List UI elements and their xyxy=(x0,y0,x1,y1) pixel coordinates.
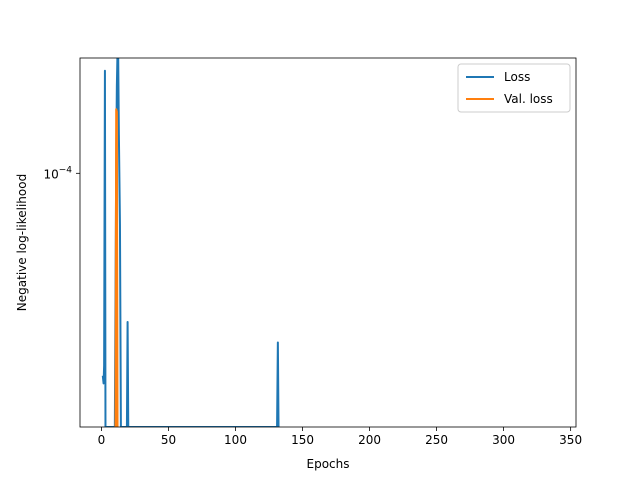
x-tick-label: 300 xyxy=(492,433,515,447)
x-axis-label: Epochs xyxy=(307,457,350,471)
legend-label: Val. loss xyxy=(504,92,553,106)
x-tick-label: 200 xyxy=(358,433,381,447)
series-line-loss xyxy=(101,58,280,427)
x-tick-label: 50 xyxy=(161,433,176,447)
axes-frame xyxy=(79,57,577,428)
plot-area: 0 50 100 150 200 250 300 350 10−4 xyxy=(43,57,582,447)
y-axis-label: Negative log-likelihood xyxy=(15,174,29,311)
legend: Loss Val. loss xyxy=(457,63,571,113)
x-tick-label: 250 xyxy=(425,433,448,447)
x-tick-label: 0 xyxy=(98,433,106,447)
legend-label: Loss xyxy=(504,70,530,84)
x-tick-label: 150 xyxy=(291,433,314,447)
x-tick-label: 350 xyxy=(559,433,582,447)
x-tick-label: 100 xyxy=(224,433,247,447)
y-tick-label: 10−4 xyxy=(43,165,72,181)
series-line-val-loss xyxy=(114,108,119,427)
